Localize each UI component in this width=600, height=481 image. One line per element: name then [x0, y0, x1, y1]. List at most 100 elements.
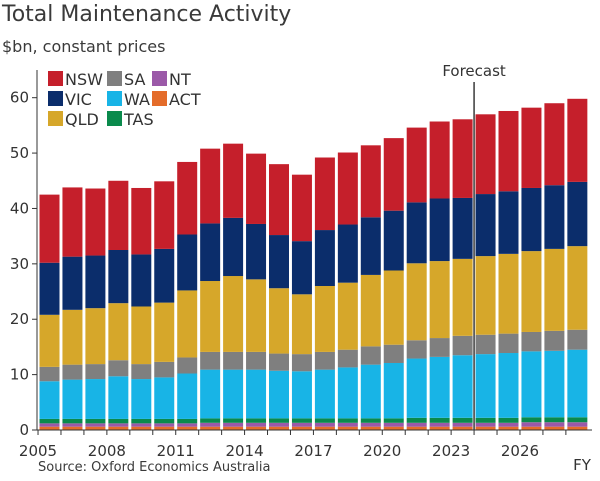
bar-segment-vic-2027	[544, 185, 565, 249]
bar-segment-nt-2027	[544, 422, 565, 427]
bar-segment-act-2021	[406, 426, 427, 430]
bar-segment-nsw-2019	[360, 145, 381, 218]
bar-segment-vic-2022	[429, 198, 450, 262]
bar-segment-act-2016	[291, 426, 312, 430]
bar-segment-act-2006	[62, 426, 83, 430]
bar-segment-wa-2021	[406, 358, 427, 418]
bar-segment-qld-2019	[360, 274, 381, 347]
legend-swatch-nsw	[48, 71, 63, 86]
legend-label-qld: QLD	[65, 110, 99, 129]
bar-segment-nsw-2006	[62, 187, 83, 257]
bar-segment-qld-2012	[200, 281, 221, 352]
bar-segment-act-2027	[544, 426, 565, 430]
y-axis-ticks: 0 10 20 30 40 50 60	[10, 89, 37, 439]
bar-segment-nsw-2009	[131, 187, 152, 255]
legend: NSW SA NT VIC WA ACT QLD TAS	[48, 70, 201, 129]
bar-segment-vic-2013	[223, 217, 244, 277]
bar-segment-qld-2011	[177, 290, 198, 358]
x-tick-label: 2008	[88, 442, 126, 460]
bar-segment-nsw-2024	[475, 114, 496, 195]
bar-segment-nt-2006	[62, 423, 83, 427]
bar-segment-wa-2024	[475, 354, 496, 418]
bar-segment-tas-2022	[429, 417, 450, 423]
bar-segment-sa-2015	[269, 353, 289, 371]
bar-segment-vic-2017	[314, 230, 335, 286]
bar-segment-act-2028	[567, 426, 588, 430]
bar-segment-act-2025	[498, 426, 519, 430]
bar-segment-wa-2023	[452, 355, 473, 418]
bar-segment-vic-2012	[200, 223, 221, 282]
bar-segment-wa-2011	[177, 373, 198, 419]
bar-segment-sa-2013	[223, 351, 244, 370]
bars-layer	[39, 98, 588, 430]
bar-segment-tas-2007	[85, 418, 106, 424]
bar-segment-vic-2019	[360, 217, 381, 275]
bar-segment-tas-2005	[39, 418, 60, 424]
bar-segment-sa-2024	[475, 334, 496, 355]
x-axis-label: FY	[573, 456, 592, 474]
bar-segment-act-2011	[177, 426, 198, 430]
bar-segment-act-2009	[131, 426, 152, 430]
bar-segment-nsw-2022	[429, 121, 450, 199]
bar-segment-qld-2023	[452, 258, 473, 336]
legend-label-tas: TAS	[123, 110, 154, 129]
bar-segment-qld-2014	[246, 279, 267, 352]
bar-segment-tas-2021	[406, 417, 427, 423]
bar-segment-qld-2025	[498, 253, 519, 334]
x-tick-label: 2020	[363, 442, 401, 460]
bar-segment-tas-2025	[498, 417, 519, 423]
bar-segment-qld-2008	[108, 303, 129, 361]
bar-segment-qld-2010	[154, 302, 175, 362]
bar-segment-tas-2028	[567, 417, 588, 423]
bar-segment-wa-2025	[498, 353, 519, 418]
bar-segment-qld-2021	[406, 263, 427, 341]
legend-swatch-wa	[107, 91, 122, 106]
x-tick-label: 2014	[225, 442, 263, 460]
bar-segment-nt-2014	[246, 422, 267, 427]
bar-segment-act-2012	[200, 426, 221, 430]
bar-segment-sa-2023	[452, 335, 473, 356]
bar-segment-act-2015	[269, 426, 289, 430]
bar-segment-sa-2006	[62, 364, 83, 380]
bar-segment-sa-2014	[246, 351, 267, 370]
bar-segment-sa-2019	[360, 346, 381, 365]
bar-segment-nt-2018	[337, 422, 358, 427]
bar-segment-act-2023	[452, 426, 473, 430]
bar-segment-qld-2016	[291, 294, 312, 355]
bar-segment-vic-2018	[337, 224, 358, 283]
bar-segment-qld-2017	[314, 286, 335, 352]
bar-segment-vic-2014	[246, 223, 267, 280]
bar-segment-act-2026	[521, 426, 542, 430]
bar-segment-sa-2027	[544, 330, 565, 351]
bar-segment-tas-2020	[383, 418, 404, 423]
bar-segment-act-2024	[475, 426, 496, 430]
bar-segment-wa-2012	[200, 369, 221, 419]
bar-segment-nt-2028	[567, 422, 588, 427]
source-note: Source: Oxford Economics Australia	[38, 460, 271, 475]
y-tick-label: 30	[10, 255, 29, 273]
bar-segment-nsw-2023	[452, 119, 473, 198]
bar-segment-nsw-2012	[200, 148, 221, 224]
bar-segment-tas-2024	[475, 417, 496, 423]
bar-segment-act-2019	[360, 426, 381, 430]
bar-segment-qld-2028	[567, 246, 588, 330]
bar-segment-nt-2015	[269, 422, 289, 427]
bar-segment-nt-2020	[383, 422, 404, 427]
bar-segment-sa-2025	[498, 333, 519, 354]
x-tick-label: 2011	[157, 442, 195, 460]
legend-label-act: ACT	[169, 90, 201, 109]
bar-segment-wa-2013	[223, 369, 244, 419]
legend-swatch-qld	[48, 111, 63, 126]
legend-swatch-sa	[107, 71, 122, 86]
bar-segment-qld-2024	[475, 256, 496, 335]
bar-segment-qld-2005	[39, 314, 60, 367]
bar-segment-wa-2010	[154, 377, 175, 419]
bar-segment-nt-2008	[108, 423, 129, 427]
bar-segment-vic-2008	[108, 250, 129, 304]
legend-swatch-tas	[107, 111, 122, 126]
bar-segment-qld-2015	[269, 288, 289, 354]
bar-segment-act-2008	[108, 426, 129, 430]
bar-segment-wa-2020	[383, 362, 404, 419]
bar-segment-sa-2011	[177, 357, 198, 374]
